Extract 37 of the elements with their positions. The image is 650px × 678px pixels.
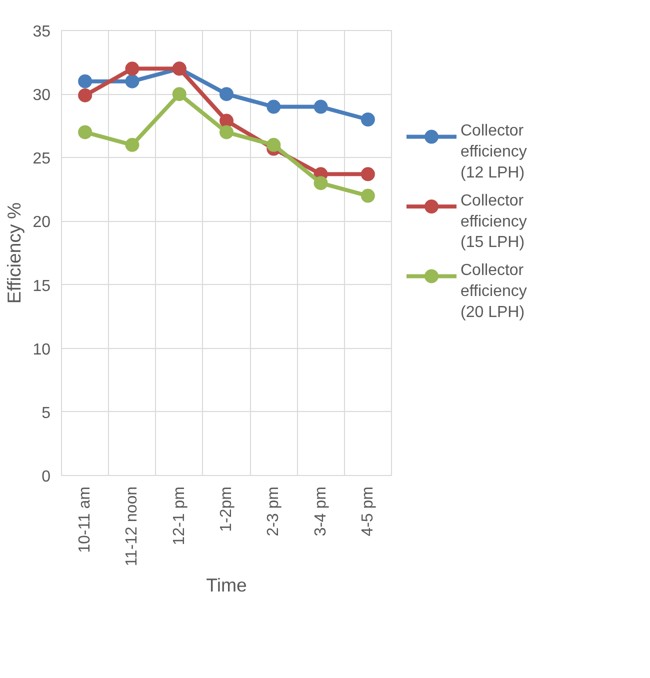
x-axis-title: Time	[206, 574, 247, 596]
x-tick-label: 10-11 am	[76, 486, 94, 553]
point	[78, 125, 92, 140]
y-tick-label: 5	[42, 404, 51, 422]
x-tick-label: 2-3 pm	[265, 486, 282, 536]
legend-label: Collector efficiency (12 LPH)	[460, 122, 527, 182]
point	[220, 114, 234, 128]
y-tick-label: 35	[32, 24, 51, 40]
x-tick-label: 3-4 pm	[312, 486, 330, 536]
point	[360, 167, 375, 182]
point	[172, 87, 186, 102]
point	[125, 74, 140, 88]
x-tick-label: 12-1 pm	[170, 486, 188, 546]
y-tick-label: 10	[32, 341, 51, 358]
y-tick-label: 15	[32, 278, 51, 295]
point	[78, 88, 92, 102]
point	[125, 138, 140, 152]
y-tick-label: 0	[42, 468, 51, 486]
y-axis-title: Efficiency %	[4, 202, 25, 304]
point	[314, 176, 328, 190]
point	[220, 125, 234, 140]
point	[360, 112, 375, 126]
x-tick-label: 1-2pm	[218, 486, 235, 532]
point	[125, 62, 140, 76]
point	[220, 87, 234, 102]
legend-label: Collector efficiency (20 LPH)	[460, 262, 527, 321]
x-tick-label: 11-12 noon	[124, 486, 141, 566]
point	[266, 100, 281, 114]
x-tick-label: 4-5 pm	[359, 486, 376, 536]
y-tick-label: 30	[32, 87, 51, 104]
legend-label: Collector efficiency (15 LPH)	[460, 192, 527, 252]
point	[360, 188, 375, 203]
y-tick-label: 25	[32, 150, 51, 168]
point	[78, 74, 92, 88]
point	[314, 100, 328, 114]
point	[266, 138, 281, 152]
y-tick-label: 20	[32, 214, 51, 232]
